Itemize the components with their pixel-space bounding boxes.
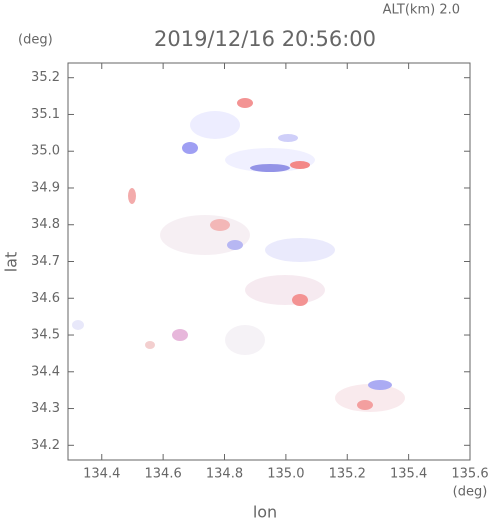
x-tick-label: 135.6 <box>451 467 488 482</box>
y-tick-label: 34.3 <box>31 401 60 416</box>
y-tick-label: 34.7 <box>31 254 60 269</box>
x-axis-label: lon <box>253 503 277 521</box>
y-tick-label: 35.2 <box>31 70 60 85</box>
y-tick-label: 34.8 <box>31 217 60 232</box>
x-tick-label: 134.4 <box>83 467 120 482</box>
altitude-label: ALT(km) 2.0 <box>383 3 460 18</box>
x-tick-label: 135.4 <box>390 467 427 482</box>
y-tick-label: 34.9 <box>31 180 60 195</box>
y-tick-label: 34.5 <box>31 328 60 343</box>
x-tick-label: 134.8 <box>206 467 243 482</box>
plot-frame <box>67 62 471 461</box>
x-unit: (deg) <box>453 485 488 500</box>
x-tick-label: 135.2 <box>329 467 366 482</box>
y-tick-label: 34.2 <box>31 438 60 453</box>
y-tick-label: 35.1 <box>31 107 60 122</box>
x-tick-label: 135.0 <box>267 467 304 482</box>
y-tick-label: 34.6 <box>31 291 60 306</box>
chart-title: 2019/12/16 20:56:00 <box>154 27 376 51</box>
echo-patches <box>72 98 405 412</box>
y-tick-label: 35.0 <box>31 144 60 159</box>
x-tick-label: 134.6 <box>145 467 182 482</box>
y-tick-label: 34.4 <box>31 364 60 379</box>
y-unit: (deg) <box>18 33 53 48</box>
y-axis-label: lat <box>2 252 21 273</box>
